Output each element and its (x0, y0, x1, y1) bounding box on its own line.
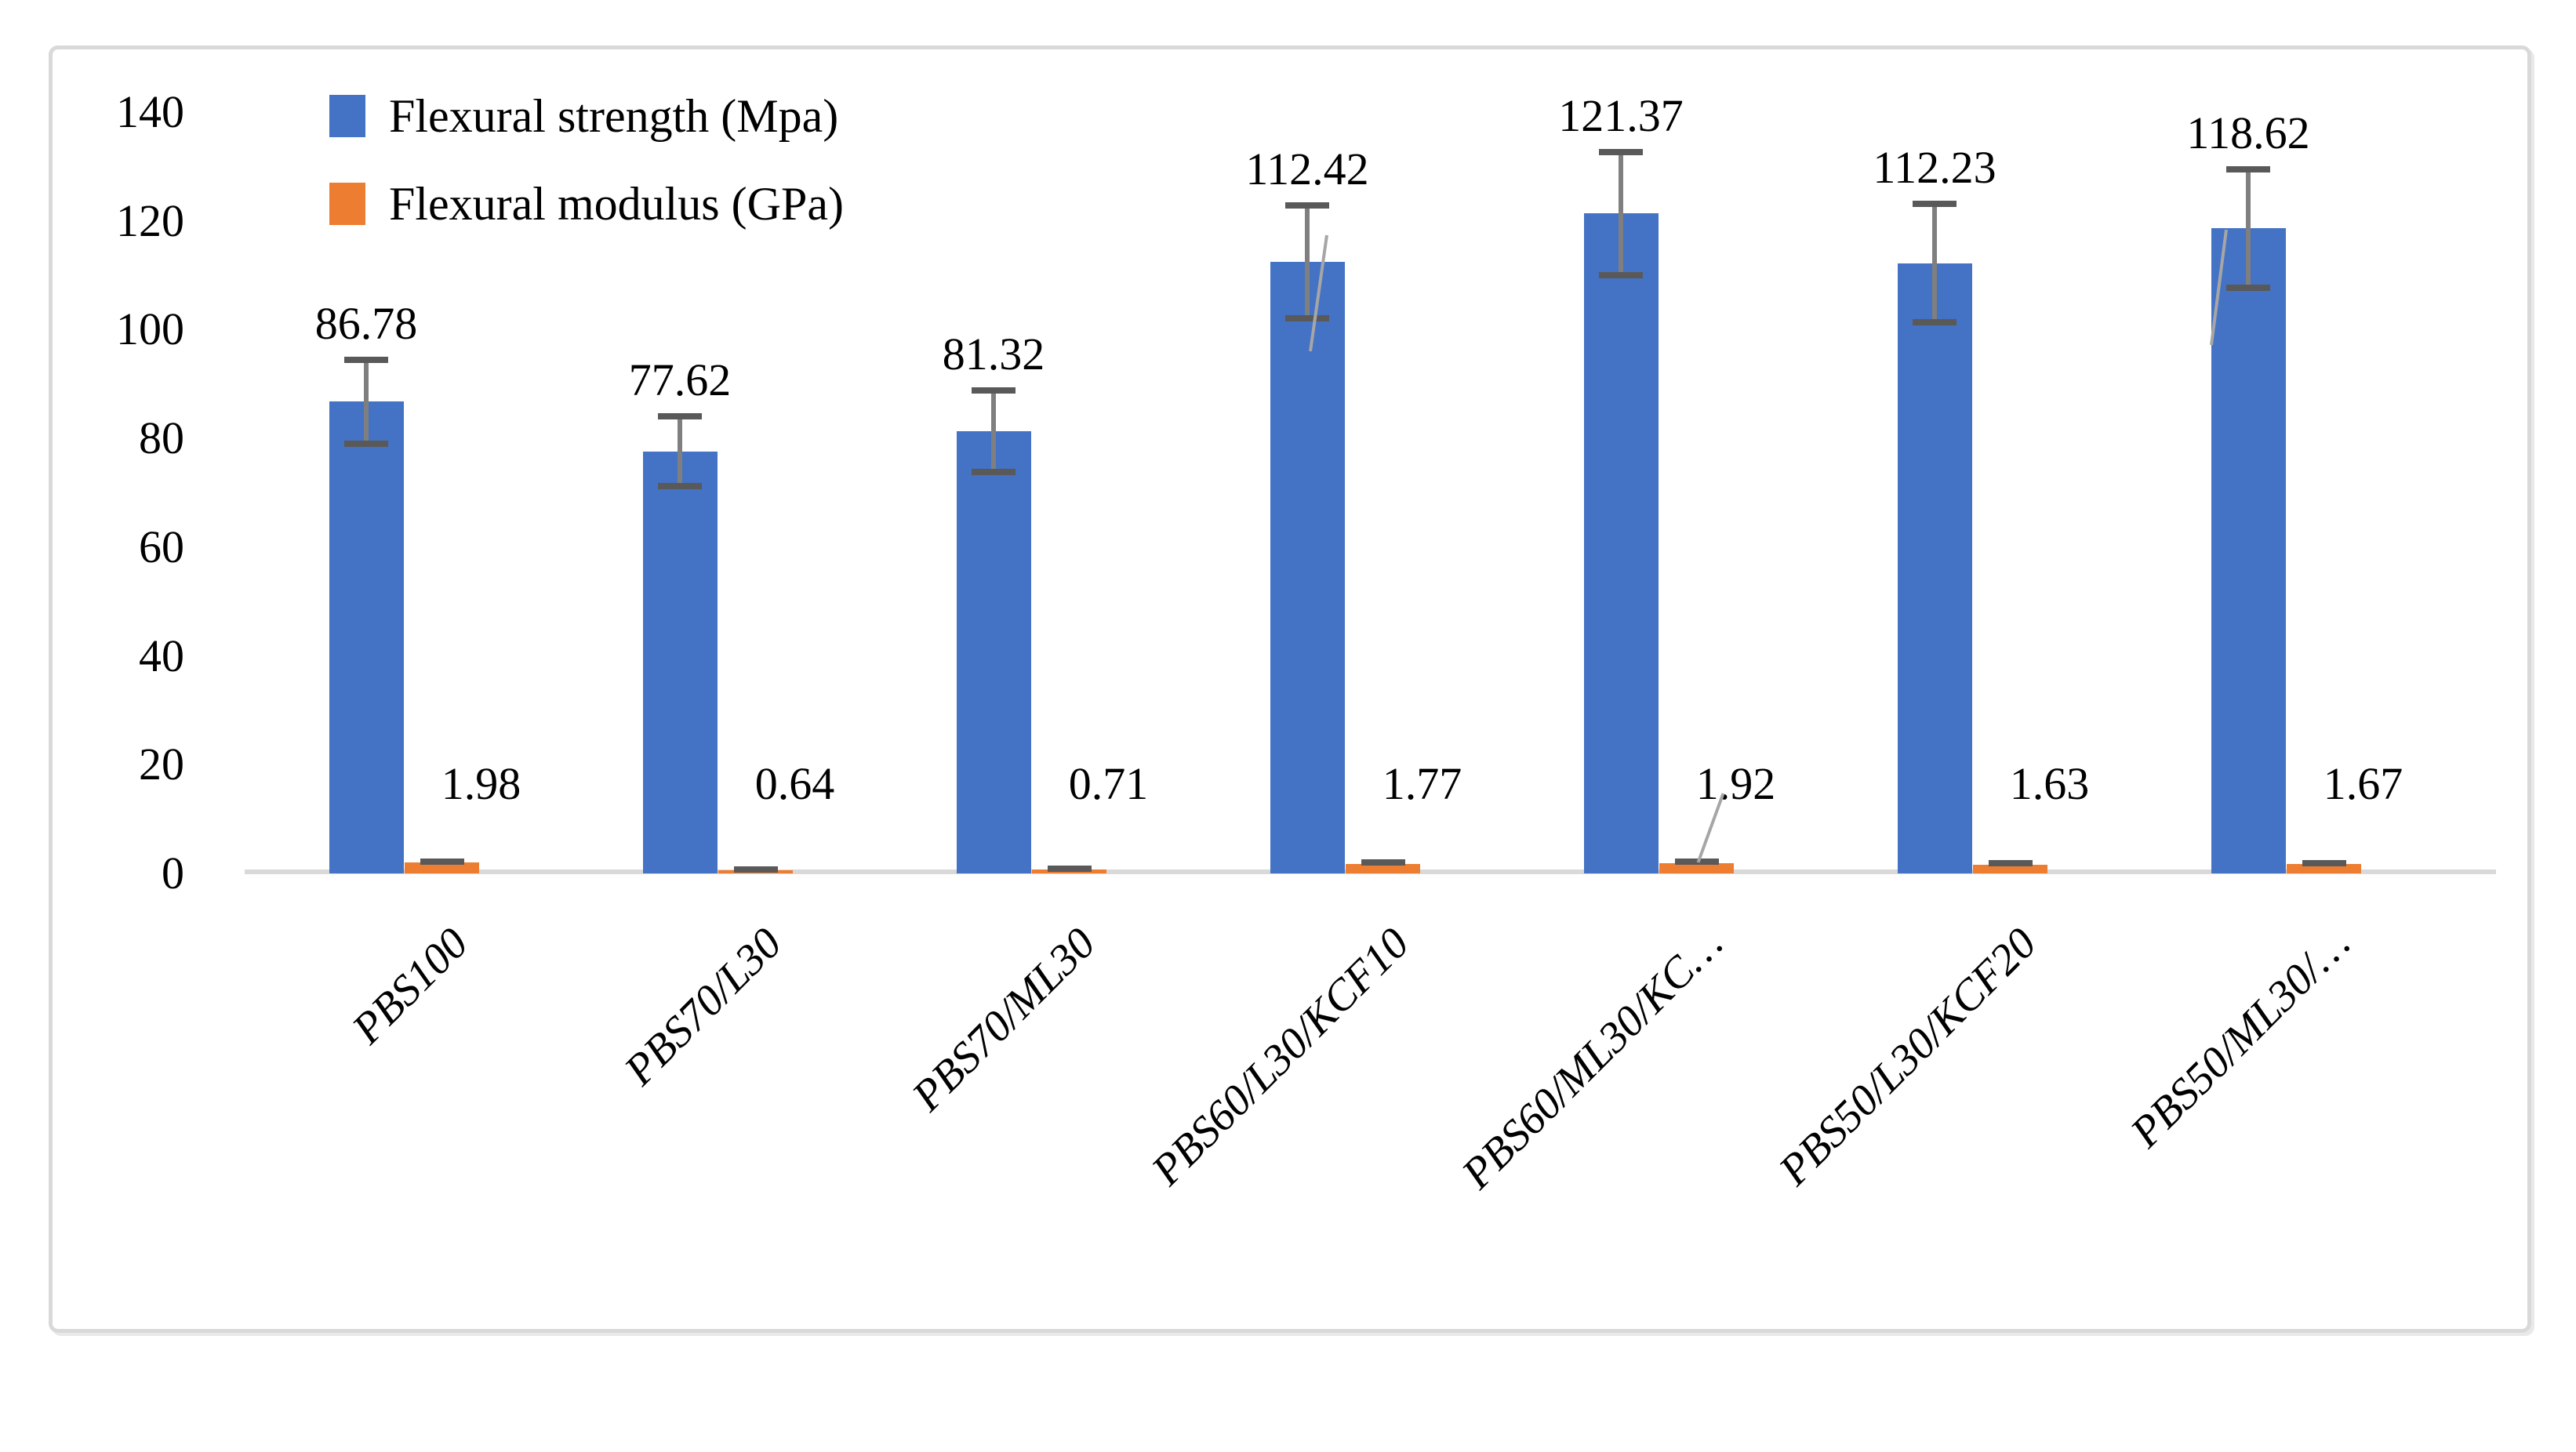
y-axis-tick-label: 40 (139, 630, 184, 681)
data-label-strength: 81.32 (942, 328, 1045, 379)
bar-flexural-modulus (1973, 864, 2047, 873)
data-label-strength: 118.62 (2186, 107, 2310, 158)
error-bar-cap-top (658, 413, 702, 420)
error-bar-cap-bottom (2226, 284, 2270, 291)
x-axis-category-label: PBS50/ML30/… (2121, 919, 2360, 1157)
error-bar-cap-top (420, 858, 464, 865)
error-bar-whisker (2246, 169, 2251, 288)
plot-area: 0 20 40 60 80 100 120 140 86.78 1.98 PBS100 77.62 0.… (116, 86, 2496, 1198)
error-bar-cap-top (1047, 866, 1092, 873)
error-bar-cap-bottom (1913, 319, 1957, 326)
error-bar-cap-top (1285, 202, 1329, 209)
error-bar-cap-bottom (972, 469, 1016, 475)
y-axis-tick-label: 60 (139, 521, 184, 572)
error-bar-cap-top (972, 387, 1016, 394)
error-bar-cap-top (1361, 859, 1405, 866)
error-bar-cap-top (733, 866, 778, 873)
data-label-modulus: 1.67 (2323, 758, 2403, 809)
data-label-modulus: 1.77 (1382, 758, 1462, 809)
error-bar-cap-top (1913, 201, 1957, 207)
y-axis-tick-label: 0 (162, 848, 184, 898)
y-axis-tick-label: 120 (116, 194, 184, 246)
legend-swatch-modulus-icon (329, 183, 365, 225)
y-axis-tick-label: 20 (139, 739, 184, 790)
error-bar-cap-top (1674, 858, 1719, 865)
error-bar-whisker (1619, 151, 1623, 275)
error-bar-cap-bottom (658, 483, 702, 490)
legend-item-flexural-strength: Flexural strength (Mpa) (329, 88, 838, 144)
data-label-strength: 112.42 (1245, 143, 1369, 195)
error-bar-cap-top (2302, 860, 2346, 867)
error-bar-whisker (364, 359, 369, 444)
x-axis-category-label: PBS50/L30/KCF20 (1769, 919, 2046, 1195)
error-bar-cap-top (344, 356, 388, 363)
data-label-strength: 112.23 (1873, 142, 1996, 193)
error-bar-whisker (1305, 205, 1310, 319)
x-axis-category-label: PBS60/L30/KCF10 (1142, 919, 1419, 1195)
x-axis-category-label: PBS70/L30 (615, 919, 791, 1095)
bar-flexural-modulus (1346, 863, 1420, 873)
error-bar-whisker (991, 390, 996, 472)
error-bar-cap-bottom (1599, 271, 1643, 278)
bar-flexural-strength (1898, 263, 1972, 873)
error-bar-cap-top (1599, 148, 1643, 155)
legend-swatch-strength-icon (329, 95, 365, 137)
bar-flexural-modulus (405, 862, 479, 873)
bar-flexural-strength (329, 401, 404, 873)
x-axis-category-label: PBS100 (343, 919, 478, 1054)
x-axis-category-label: PBS70/ML30 (903, 919, 1105, 1121)
data-label-modulus: 1.98 (441, 758, 521, 809)
error-bar-cap-bottom (1285, 315, 1329, 322)
data-label-strength: 86.78 (314, 297, 418, 349)
error-bar-cap-top (2226, 165, 2270, 172)
error-bar-cap-top (1988, 860, 2033, 867)
error-bar-whisker (1932, 204, 1937, 323)
y-axis-tick-label: 80 (139, 412, 184, 464)
bar-flexural-strength (957, 430, 1031, 873)
bar-flexural-modulus (2287, 864, 2361, 873)
bar-flexural-strength (1584, 213, 1659, 873)
legend-label-modulus: Flexural modulus (GPa) (389, 178, 844, 230)
data-label-modulus: 0.64 (754, 758, 835, 809)
bar-flexural-strength (1270, 262, 1345, 873)
legend-label-strength: Flexural strength (Mpa) (389, 90, 839, 142)
bar-flexural-strength (643, 451, 718, 873)
error-bar-cap-bottom (344, 440, 388, 447)
data-label-modulus: 1.92 (1695, 758, 1776, 809)
data-label-strength: 121.37 (1558, 89, 1684, 141)
bar-flexural-modulus (1659, 862, 1734, 873)
data-label-modulus: 1.63 (2009, 758, 2090, 809)
data-label-modulus: 0.71 (1068, 758, 1149, 809)
x-axis-category-label: PBS60/ML30/KC… (1452, 919, 1732, 1199)
error-bar-whisker (678, 416, 682, 487)
y-axis-tick-label: 100 (116, 303, 184, 355)
y-axis-tick-label: 140 (116, 86, 184, 137)
data-label-strength: 77.62 (628, 354, 732, 406)
legend-item-flexural-modulus: Flexural modulus (GPa) (329, 176, 844, 232)
